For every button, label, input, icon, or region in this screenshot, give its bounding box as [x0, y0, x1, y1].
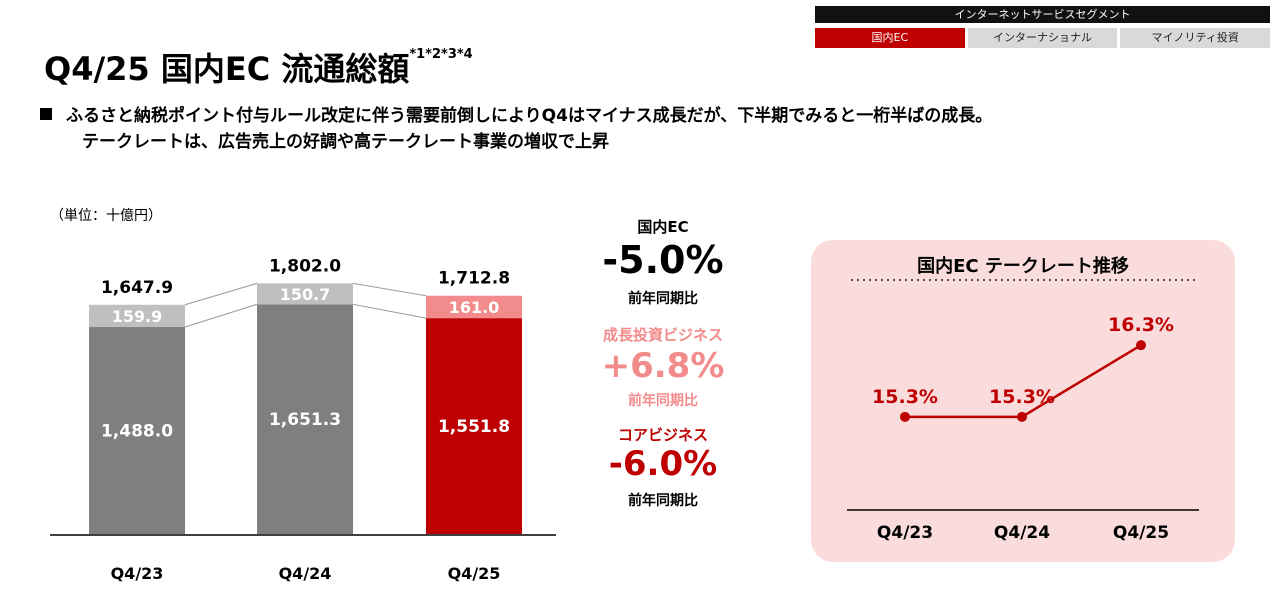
kpi-core-label: コアビジネス — [617, 426, 708, 444]
segment-header: インターネットサービスセグメント — [815, 6, 1270, 23]
take-rate-title: 国内EC テークレート推移 — [917, 255, 1129, 277]
take-rate-category-label: Q4/25 — [1113, 523, 1169, 543]
bar-growth — [257, 283, 353, 305]
bar-core — [257, 304, 353, 534]
bar-core — [426, 318, 522, 534]
page-title-text: Q4/25 国内EC 流通総額 — [44, 50, 410, 88]
bar-total-label: 1,802.0 — [269, 256, 341, 276]
segment-tabs: 国内EC インターナショナル マイノリティ投資 — [815, 28, 1271, 48]
bar-category-label: Q4/23 — [111, 564, 164, 583]
bar-core-label: 1,488.0 — [101, 422, 173, 442]
connector-line-top — [352, 282, 427, 297]
bar-growth — [426, 295, 522, 319]
take-rate-value-label: 15.3% — [989, 386, 1055, 408]
kpi-total-value: -5.0% — [602, 238, 724, 282]
bar-core — [89, 327, 185, 534]
take-rate-category-label: Q4/23 — [877, 523, 933, 543]
summary-line-1: ふるさと納税ポイント付与ルール改定に伴う需要前倒しによりQ4はマイナス成長だが、… — [40, 103, 992, 129]
take-rate-point — [1017, 411, 1027, 422]
summary-line-2: テークレートは、広告売上の好調や高テークレート事業の増収で上昇 — [82, 132, 609, 152]
bar-growth-label: 159.9 — [112, 307, 163, 326]
tab-minority-investment[interactable]: マイノリティ投資 — [1120, 28, 1271, 48]
bar-category-label: Q4/24 — [279, 564, 332, 583]
bar-core-label: 1,551.8 — [438, 417, 510, 437]
bullet-square-icon — [40, 108, 52, 120]
take-rate-point — [1136, 340, 1146, 351]
summary-bullet: ふるさと納税ポイント付与ルール改定に伴う需要前倒しによりQ4はマイナス成長だが、… — [40, 103, 992, 155]
bar-core-label: 1,651.3 — [269, 410, 341, 430]
title-footnote: *1*2*3*4 — [409, 47, 473, 62]
kpi-core-sub: 前年同期比 — [628, 493, 698, 509]
page-title: Q4/25 国内EC 流通総額*1*2*3*4 — [44, 44, 473, 90]
take-rate-value-label: 16.3% — [1108, 314, 1174, 336]
take-rate-line-chart: 国内EC テークレート推移 15.3% Q4/23 15.3% Q4/24 16.3% Q… — [847, 255, 1199, 543]
connector-line-mid — [184, 303, 258, 328]
gmv-bar-chart: （単位：十億円） 1,488.0 159.9 1,647.9 Q4/23 1,651.3… — [50, 208, 556, 583]
bar-growth-label: 150.7 — [280, 285, 331, 304]
kpi-growth-sub: 前年同期比 — [628, 393, 698, 409]
connector-line-mid — [352, 303, 427, 319]
bar-total-label: 1,647.9 — [101, 278, 173, 298]
bar-growth-label: 161.0 — [449, 298, 500, 317]
take-rate-value-label: 15.3% — [872, 386, 938, 408]
kpi-total-label: 国内EC — [637, 218, 689, 236]
take-rate-category-label: Q4/24 — [994, 523, 1050, 543]
kpi-growth-label: 成長投資ビジネス — [602, 326, 723, 344]
kpi-total-sub: 前年同期比 — [628, 291, 698, 307]
bar-total-label: 1,712.8 — [438, 269, 510, 289]
connector-line-top — [184, 282, 258, 306]
take-rate-panel: 国内EC テークレート推移 15.3% Q4/23 15.3% Q4/24 16.3% Q… — [811, 240, 1235, 562]
tab-domestic-ec[interactable]: 国内EC — [815, 28, 965, 48]
tab-international[interactable]: インターナショナル — [967, 28, 1118, 48]
summary-line-1-text: ふるさと納税ポイント付与ルール改定に伴う需要前倒しによりQ4はマイナス成長だが、… — [66, 106, 993, 126]
bar-unit-label: （単位：十億円） — [50, 208, 162, 224]
take-rate-point — [900, 411, 910, 422]
kpi-core-value: -6.0% — [608, 444, 718, 484]
kpi-growth-value: +6.8% — [601, 346, 725, 386]
bar-category-label: Q4/25 — [448, 564, 501, 583]
bar-growth — [89, 304, 185, 328]
